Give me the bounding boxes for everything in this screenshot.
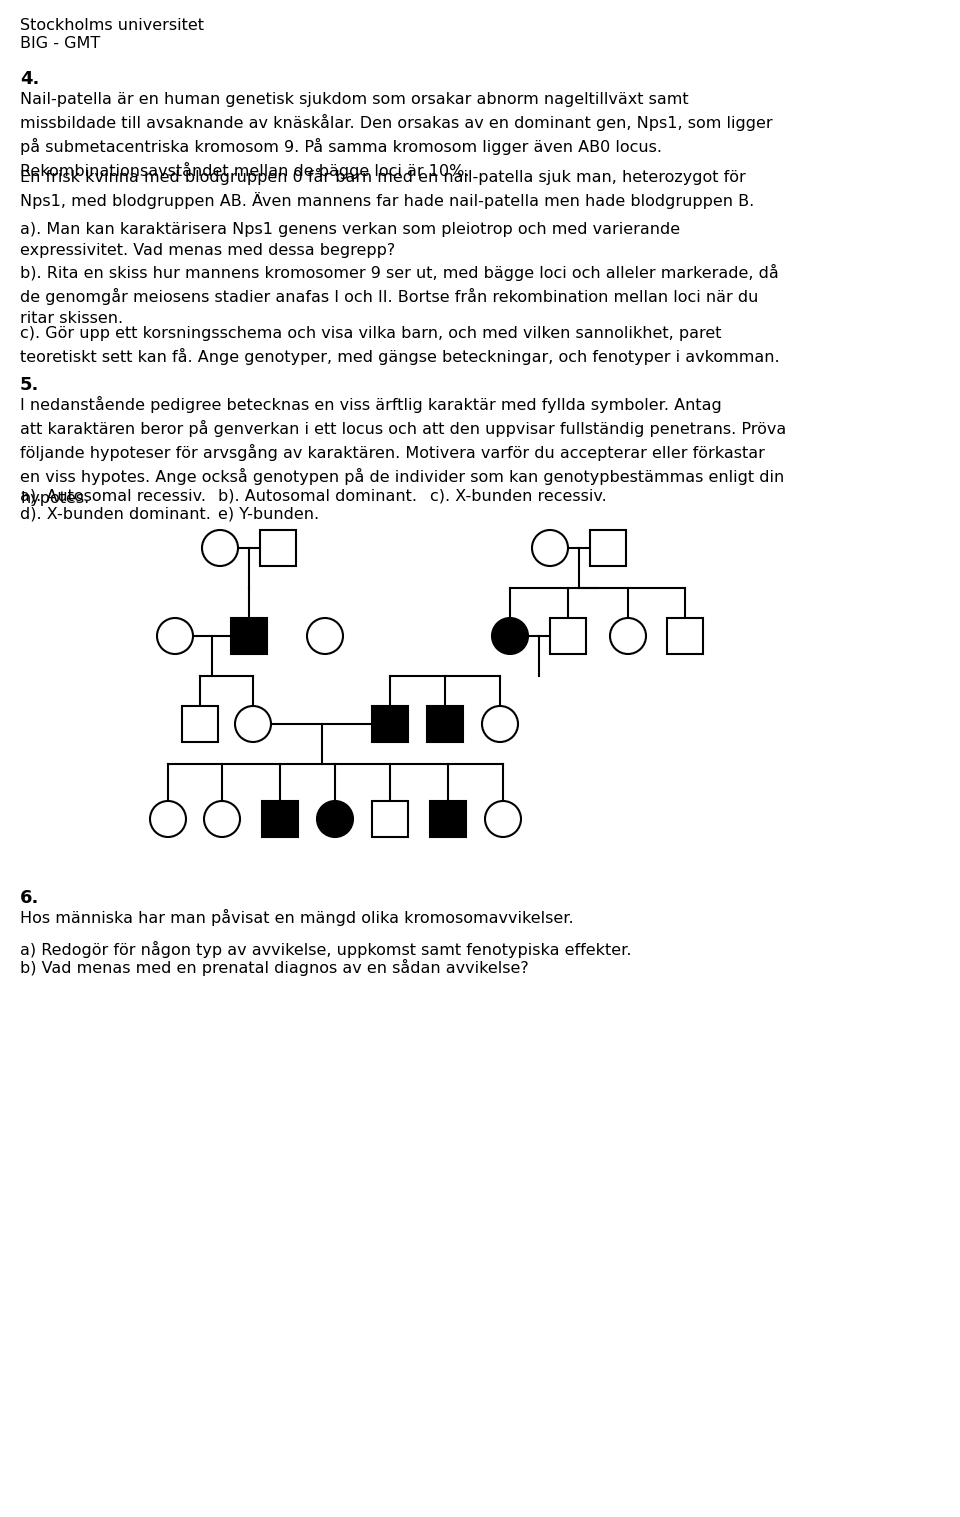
- Text: a). Autosomal recessiv.: a). Autosomal recessiv.: [20, 488, 206, 504]
- Text: b) Vad menas med en prenatal diagnos av en sådan avvikelse?: b) Vad menas med en prenatal diagnos av …: [20, 959, 529, 975]
- Circle shape: [150, 801, 186, 837]
- Circle shape: [157, 617, 193, 654]
- Text: En frisk kvinna med blodgruppen 0 får barn med en nail-patella sjuk man, heteroz: En frisk kvinna med blodgruppen 0 får ba…: [20, 168, 755, 209]
- Text: BIG - GMT: BIG - GMT: [20, 36, 100, 52]
- Bar: [372, 801, 408, 837]
- Bar: [182, 705, 218, 742]
- Circle shape: [482, 705, 518, 742]
- Text: e) Y-bunden.: e) Y-bunden.: [218, 507, 319, 520]
- Circle shape: [235, 705, 271, 742]
- Circle shape: [307, 617, 343, 654]
- Text: b). Rita en skiss hur mannens kromosomer 9 ser ut, med bägge loci och alleler ma: b). Rita en skiss hur mannens kromosomer…: [20, 264, 779, 326]
- Circle shape: [610, 617, 646, 654]
- Circle shape: [204, 801, 240, 837]
- Text: b). Autosomal dominant.: b). Autosomal dominant.: [218, 488, 417, 504]
- Circle shape: [532, 529, 568, 566]
- Text: d). X-bunden dominant.: d). X-bunden dominant.: [20, 507, 211, 520]
- Text: a). Man kan karaktärisera Nps1 genens verkan som pleiotrop och med varierande
ex: a). Man kan karaktärisera Nps1 genens ve…: [20, 221, 680, 258]
- Circle shape: [202, 529, 238, 566]
- Circle shape: [492, 617, 528, 654]
- Text: I nedanstående pedigree betecknas en viss ärftlig karaktär med fyllda symboler. : I nedanstående pedigree betecknas en vis…: [20, 396, 786, 507]
- Bar: [590, 529, 626, 566]
- Circle shape: [317, 801, 353, 837]
- Bar: [231, 617, 267, 654]
- Bar: [430, 801, 466, 837]
- Text: c). Gör upp ett korsningsschema och visa vilka barn, och med vilken sannolikhet,: c). Gör upp ett korsningsschema och visa…: [20, 326, 780, 366]
- Bar: [550, 617, 586, 654]
- Text: Nail-patella är en human genetisk sjukdom som orsakar abnorm nageltillväxt samt
: Nail-patella är en human genetisk sjukdo…: [20, 93, 773, 179]
- Bar: [667, 617, 703, 654]
- Bar: [262, 801, 298, 837]
- Text: a) Redogör för någon typ av avvikelse, uppkomst samt fenotypiska effekter.: a) Redogör för någon typ av avvikelse, u…: [20, 941, 632, 959]
- Text: c). X-bunden recessiv.: c). X-bunden recessiv.: [430, 488, 607, 504]
- Circle shape: [485, 801, 521, 837]
- Text: Stockholms universitet: Stockholms universitet: [20, 18, 204, 33]
- Text: 5.: 5.: [20, 376, 39, 394]
- Text: 6.: 6.: [20, 889, 39, 907]
- Text: 4.: 4.: [20, 70, 39, 88]
- Bar: [372, 705, 408, 742]
- Bar: [427, 705, 463, 742]
- Text: Hos människa har man påvisat en mängd olika kromosomavvikelser.: Hos människa har man påvisat en mängd ol…: [20, 909, 574, 925]
- Bar: [260, 529, 296, 566]
